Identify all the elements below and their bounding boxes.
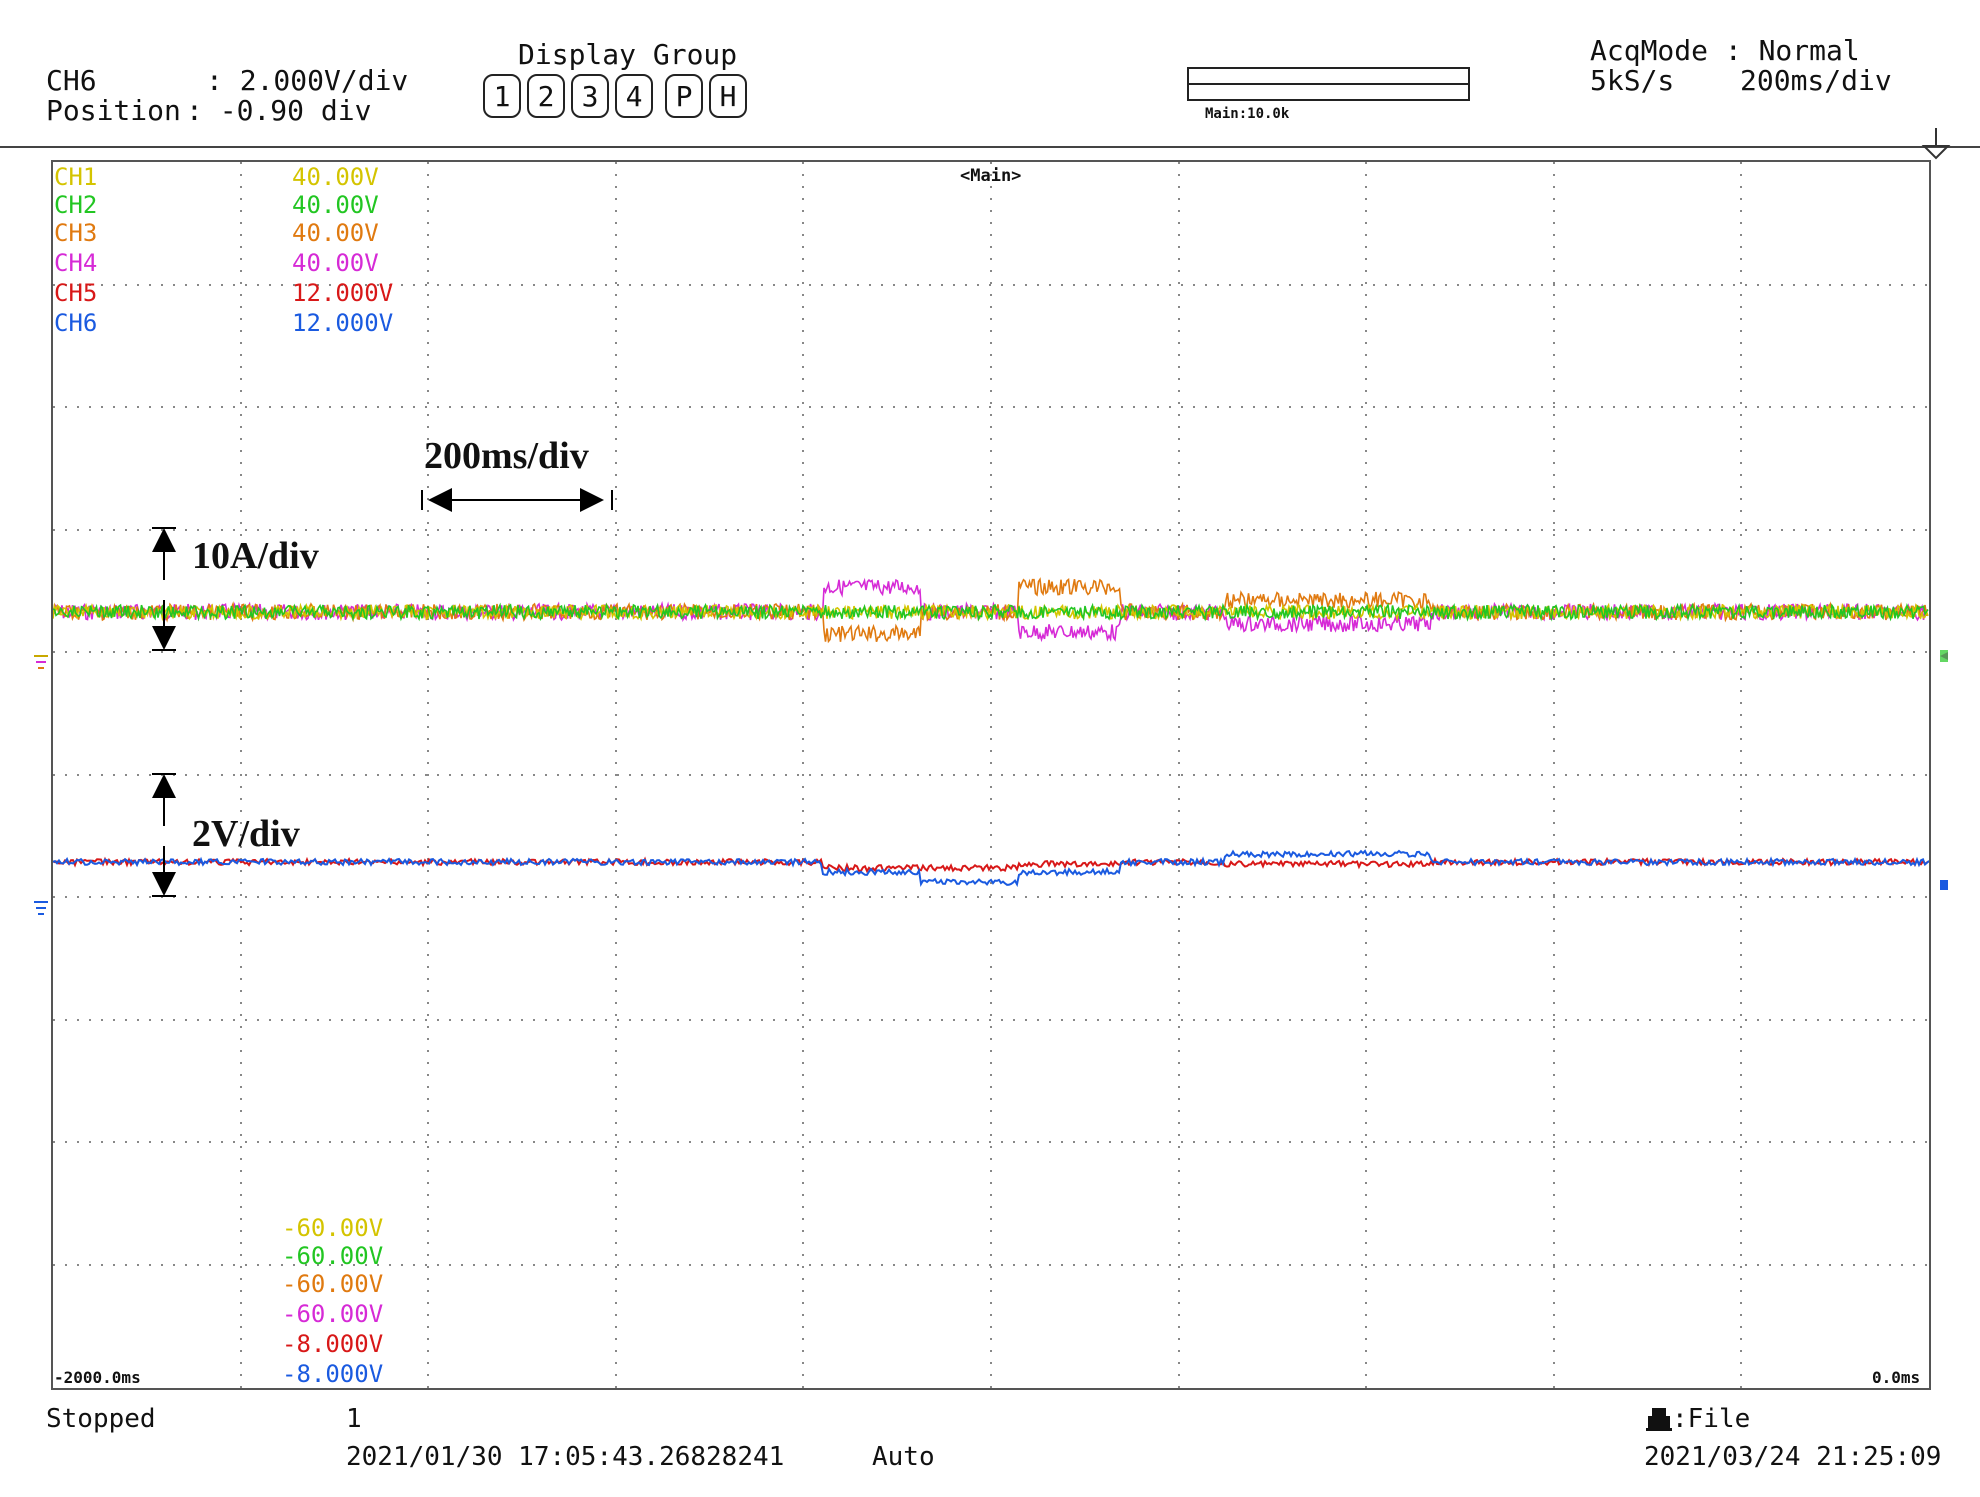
- zoom-window-indicator: [1187, 67, 1470, 101]
- printer-icon: [1646, 1408, 1672, 1431]
- ch2-label: CH2: [54, 191, 98, 219]
- ch2-trace: [53, 602, 1929, 622]
- run-status: Stopped: [46, 1404, 156, 1434]
- ch6-bottom-scale: -8.000V: [282, 1360, 384, 1388]
- ch5-bottom-scale: -8.000V: [282, 1330, 384, 1358]
- channel-scale: : 2.000V/div: [206, 64, 409, 97]
- channel-name: CH6: [46, 64, 97, 97]
- ground-marker-voltage: [34, 901, 48, 915]
- annotation-time-div: 200ms/div: [424, 435, 589, 477]
- save-timestamp: 2021/03/24 21:25:09: [1644, 1442, 1942, 1472]
- header-separator: [0, 146, 1980, 148]
- ch3-bottom-scale: -60.00V: [282, 1270, 384, 1298]
- ch3-top-scale: 40.00V: [292, 219, 379, 247]
- ch3-label: CH3: [54, 219, 98, 247]
- trigger-mode: Auto: [872, 1442, 935, 1472]
- ch5-top-scale: 12.000V: [292, 279, 394, 307]
- ch1-bottom-scale: -60.00V: [282, 1214, 384, 1242]
- ch5-label: CH5: [54, 279, 98, 307]
- save-target: :File: [1672, 1404, 1751, 1434]
- display-group-button-4[interactable]: 4: [615, 74, 653, 118]
- display-group-title: Display Group: [518, 38, 738, 71]
- acq-mode: AcqMode : Normal: [1590, 34, 1860, 67]
- trigger-timestamp: 2021/01/30 17:05:43.26828241: [346, 1442, 785, 1472]
- display-group-button-2[interactable]: 2: [527, 74, 565, 118]
- display-group-button-p[interactable]: P: [665, 74, 703, 118]
- trigger-position-marker: [1921, 128, 1951, 160]
- acquisition-count: 1: [346, 1404, 362, 1434]
- time-start: -2000.0ms: [54, 1368, 141, 1387]
- ch2-bottom-scale: -60.00V: [282, 1242, 384, 1270]
- sample-rate: 5kS/s: [1590, 64, 1675, 97]
- display-group-button-3[interactable]: 3: [571, 74, 609, 118]
- ch2-top-scale: 40.00V: [292, 191, 379, 219]
- time-end: 0.0ms: [1872, 1368, 1921, 1387]
- main-window-label: <Main>: [960, 166, 1022, 186]
- waveform-traces: [53, 577, 1929, 888]
- display-group-button-1[interactable]: 1: [483, 74, 521, 118]
- ch1-label: CH1: [54, 163, 98, 191]
- position-value: : -0.90 div: [186, 94, 372, 127]
- ch6-trace: [53, 849, 1929, 888]
- ch1-top-scale: 40.00V: [292, 163, 379, 191]
- position-label: Position: [46, 94, 181, 127]
- annotation-voltage-div: 2V/div: [192, 813, 300, 855]
- ch4-label: CH4: [54, 249, 98, 277]
- ground-marker-current: [34, 655, 48, 669]
- zoom-label: Main:10.0k: [1205, 106, 1290, 122]
- time-per-div: 200ms/div: [1740, 64, 1892, 97]
- graticule: [53, 162, 1929, 1388]
- ch4-top-scale: 40.00V: [292, 249, 379, 277]
- ch6-top-scale: 12.000V: [292, 309, 394, 337]
- ch4-bottom-scale: -60.00V: [282, 1300, 384, 1328]
- waveform-screen: [51, 160, 1931, 1390]
- display-group-button-h[interactable]: H: [709, 74, 747, 118]
- ch1-trace: [53, 602, 1929, 622]
- annotation-current-div: 10A/div: [192, 535, 319, 577]
- ch6-label: CH6: [54, 309, 98, 337]
